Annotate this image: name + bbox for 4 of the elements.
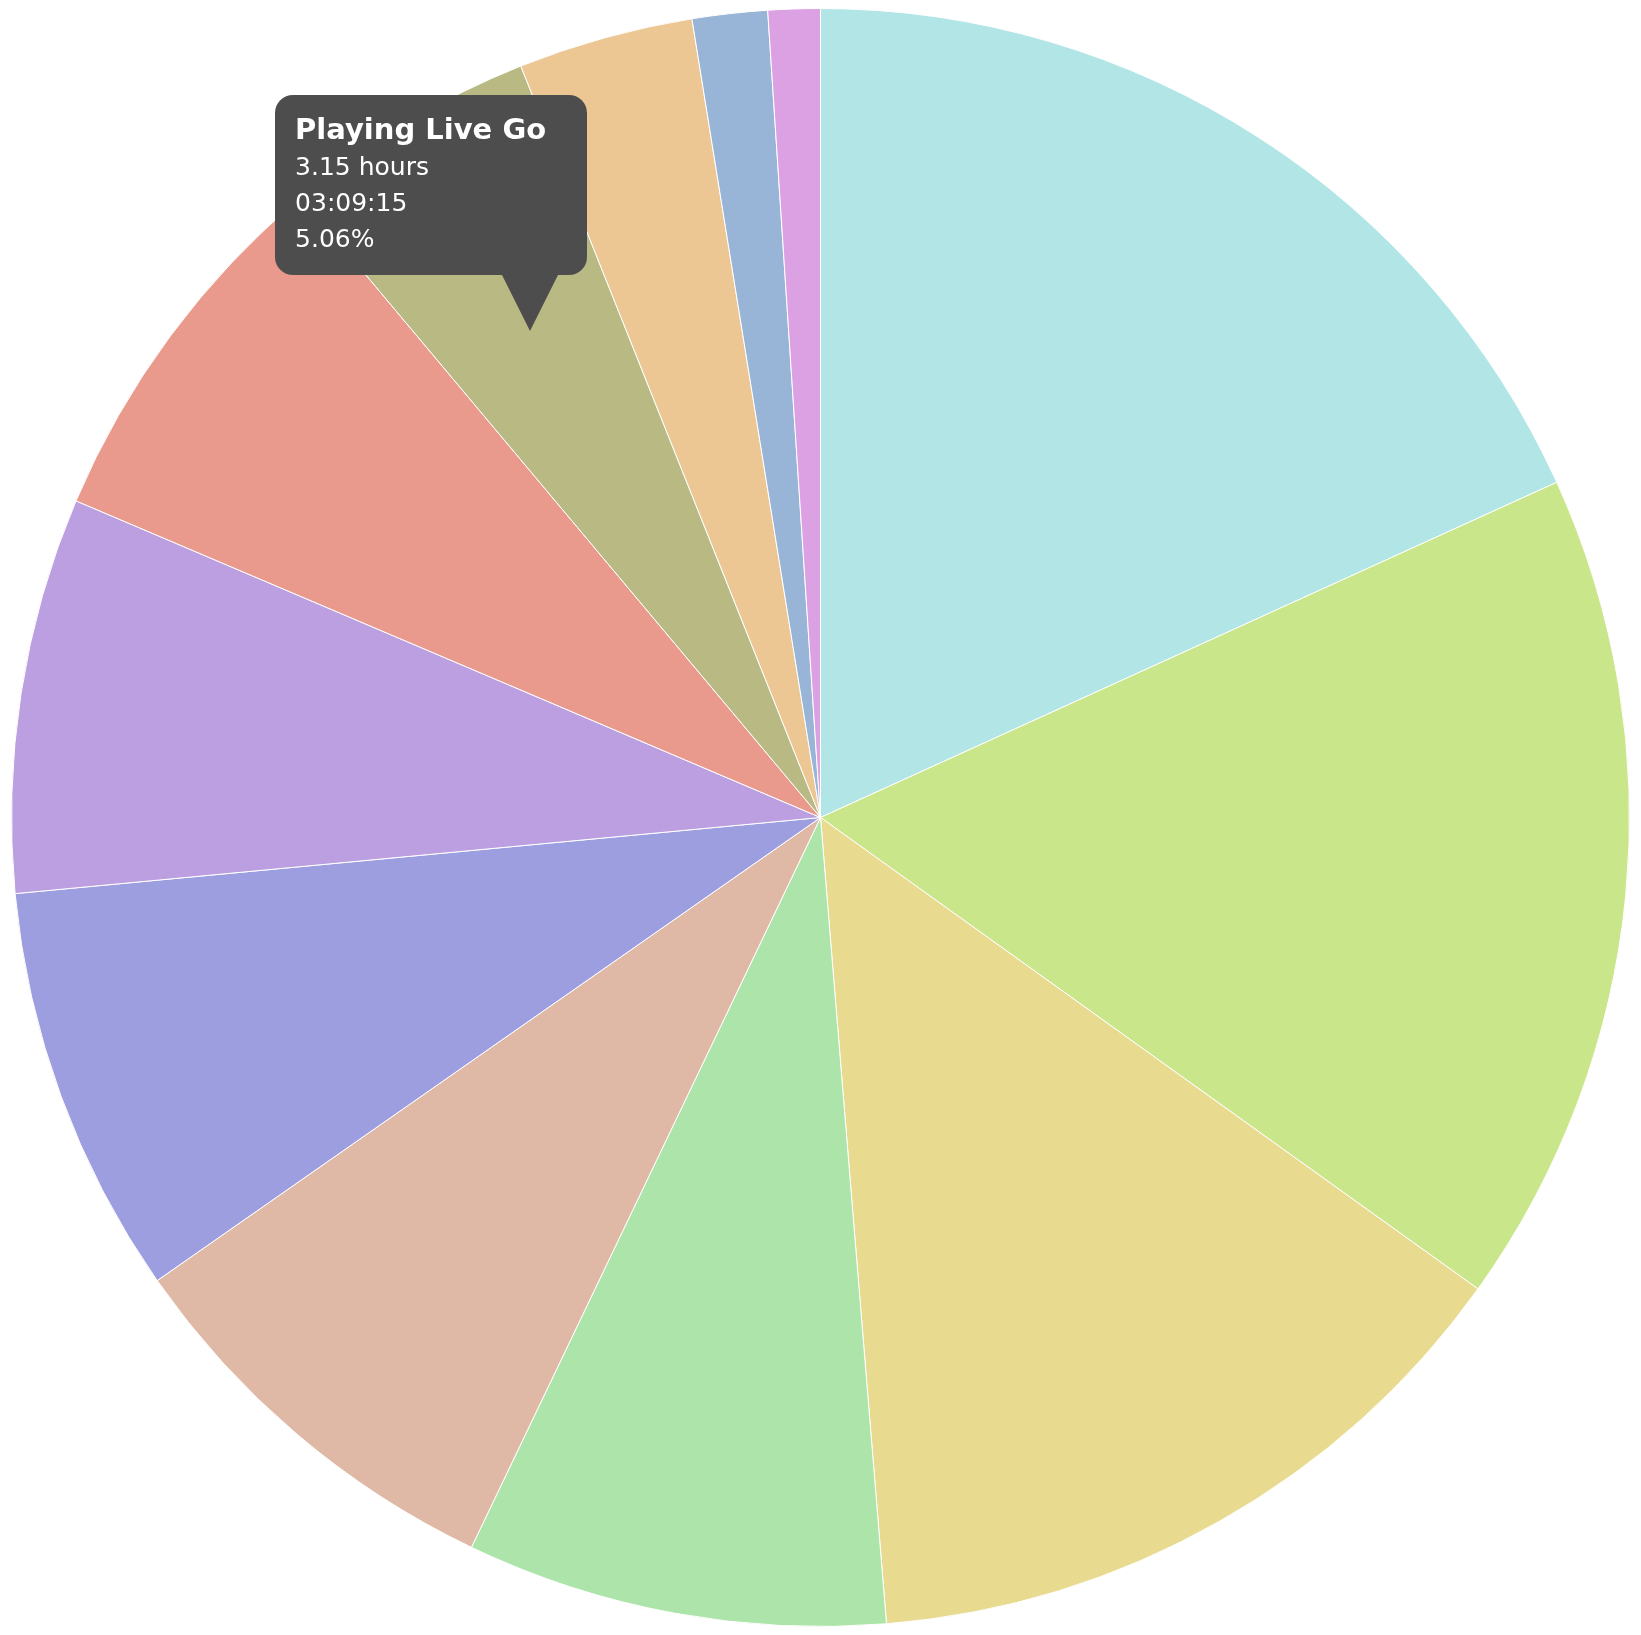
slice-label: Playing Live Go <box>295 111 548 149</box>
text: 3.15 hours <box>295 151 430 184</box>
text: 03:09:15 <box>295 187 409 220</box>
text: 5.06% <box>295 223 376 256</box>
